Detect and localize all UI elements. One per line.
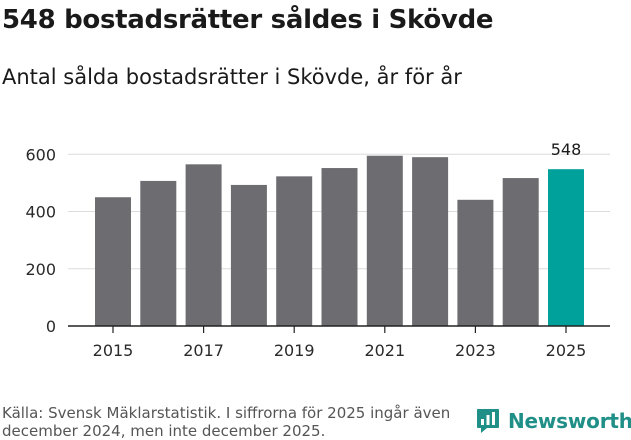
x-tick-label-2015: 2015 bbox=[93, 341, 134, 360]
bar-2024 bbox=[502, 178, 539, 326]
bars bbox=[95, 155, 584, 326]
bar-2016 bbox=[140, 180, 177, 326]
chart-title: 548 bostadsrätter såldes i Skövde bbox=[2, 5, 494, 35]
x-tick-label-2017: 2017 bbox=[183, 341, 224, 360]
y-tick-label-200: 200 bbox=[25, 260, 56, 279]
x-tick-label-2019: 2019 bbox=[274, 341, 315, 360]
bar-2017 bbox=[185, 164, 222, 326]
bar-2025 bbox=[548, 169, 584, 326]
bar-2022 bbox=[412, 157, 449, 326]
bar-2019 bbox=[276, 176, 313, 326]
bar-2018 bbox=[230, 184, 267, 326]
brand-name: Newsworthy bbox=[508, 409, 631, 433]
y-ticks: 0 200 400 600 bbox=[25, 145, 56, 336]
source-note: Källa: Svensk Mäklarstatistik. I siffror… bbox=[2, 404, 451, 440]
x-ticks: 2015 2017 2019 2021 2023 2025 bbox=[93, 326, 587, 360]
value-label-2025: 548 bbox=[551, 140, 582, 159]
annotations: 548 bbox=[551, 140, 582, 159]
bar-2023 bbox=[457, 199, 494, 326]
brand-logo: Newsworthy bbox=[476, 408, 631, 434]
bar-2015 bbox=[95, 197, 131, 326]
x-tick-label-2025: 2025 bbox=[546, 341, 587, 360]
x-tick-label-2021: 2021 bbox=[364, 341, 405, 360]
x-tick-label-2023: 2023 bbox=[455, 341, 496, 360]
y-tick-label-600: 600 bbox=[25, 145, 56, 164]
y-tick-label-400: 400 bbox=[25, 203, 56, 222]
y-tick-label-0: 0 bbox=[46, 317, 56, 336]
bar-chart: 2015 2017 2019 2021 2023 2025 0 200 400 600 548 bbox=[25, 140, 610, 360]
chart-subtitle: Antal sålda bostadsrätter i Skövde, år f… bbox=[2, 65, 462, 89]
bar-2021 bbox=[366, 155, 403, 326]
bar-2020 bbox=[321, 168, 358, 326]
newsworthy-logo-icon bbox=[477, 409, 499, 433]
